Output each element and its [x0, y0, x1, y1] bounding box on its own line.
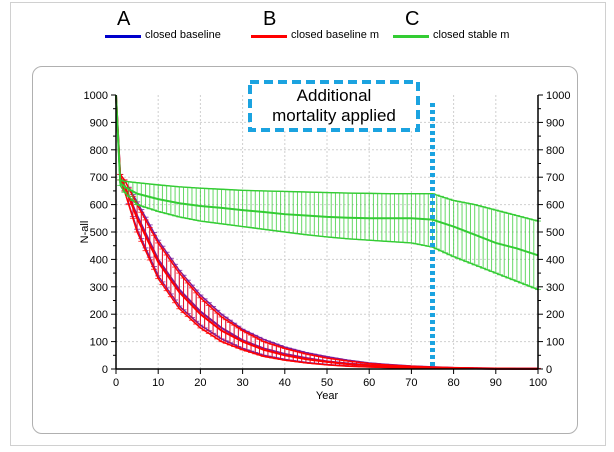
legend-letter-b: B: [263, 8, 277, 30]
series-lower-line: [115, 94, 539, 291]
y-tick-label-right-300: 300: [546, 282, 564, 294]
y-tick-label-left-200: 200: [90, 309, 108, 321]
y-tick-label-left-100: 100: [90, 337, 108, 349]
y-tick-label-left-900: 900: [90, 117, 108, 129]
y-tick-label-left-800: 800: [90, 145, 108, 157]
y-tick-label-right-100: 100: [546, 337, 564, 349]
y-tick-label-left-300: 300: [90, 282, 108, 294]
legend-swatch-c: [393, 35, 429, 38]
y-tick-label-right-0: 0: [546, 364, 552, 376]
legend: A closed baseline B closed baseline m C …: [105, 8, 605, 48]
legend-label-c: closed stable m: [433, 29, 510, 41]
legend-label-a: closed baseline: [145, 29, 221, 41]
x-tick-label-100: 100: [529, 377, 547, 389]
legend-swatch-a: [105, 35, 141, 38]
y-tick-label-right-400: 400: [546, 254, 564, 266]
legend-letter-c: C: [405, 8, 420, 30]
y-tick-label-left-500: 500: [90, 227, 108, 239]
annotation-box: [248, 80, 420, 132]
x-axis-title: Year: [316, 390, 339, 402]
y-tick-label-right-600: 600: [546, 200, 564, 212]
series-mean-line: [115, 94, 539, 257]
x-tick-label-10: 10: [152, 377, 164, 389]
legend-label-b: closed baseline m: [291, 29, 380, 41]
x-tick-label-20: 20: [194, 377, 206, 389]
x-tick-label-90: 90: [490, 377, 502, 389]
x-tick-label-30: 30: [236, 377, 248, 389]
x-tick-label-60: 60: [363, 377, 375, 389]
annotation-text-line-1: mortality applied: [272, 106, 396, 125]
legend-swatch-b: [251, 35, 287, 38]
y-tick-label-left-0: 0: [102, 364, 108, 376]
y-tick-label-right-500: 500: [546, 227, 564, 239]
y-tick-label-right-900: 900: [546, 117, 564, 129]
x-tick-label-40: 40: [279, 377, 291, 389]
y-tick-label-right-700: 700: [546, 172, 564, 184]
y-tick-label-right-800: 800: [546, 145, 564, 157]
y-tick-label-left-600: 600: [90, 200, 108, 212]
y-axis-title: N-all: [79, 221, 91, 244]
y-tick-label-left-400: 400: [90, 254, 108, 266]
x-tick-label-80: 80: [447, 377, 459, 389]
series-upper-line: [115, 94, 539, 222]
y-tick-label-right-1000: 1000: [546, 90, 570, 102]
y-tick-label-left-1000: 1000: [84, 90, 108, 102]
x-tick-label-70: 70: [405, 377, 417, 389]
y-tick-label-left-700: 700: [90, 172, 108, 184]
x-tick-label-0: 0: [113, 377, 119, 389]
series-2: [115, 94, 541, 291]
x-tick-label-50: 50: [321, 377, 333, 389]
annotation-text-line-0: Additional: [297, 86, 372, 105]
y-tick-label-right-200: 200: [546, 309, 564, 321]
legend-letter-a: A: [117, 8, 131, 30]
